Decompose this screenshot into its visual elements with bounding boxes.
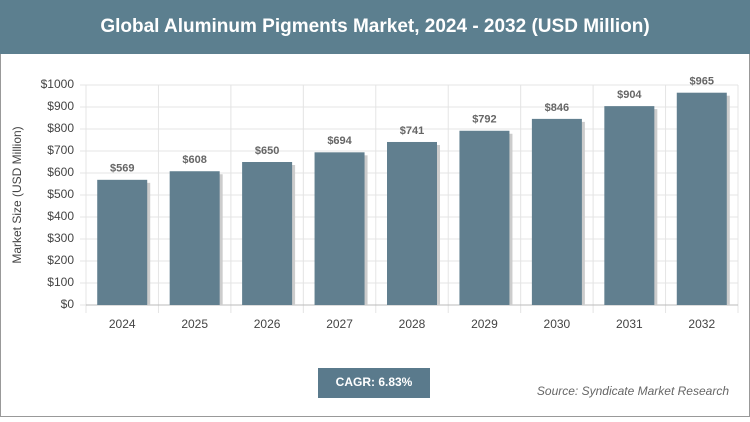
y-tick-label: $600 <box>47 165 74 179</box>
header <box>0 0 750 54</box>
bar <box>169 171 220 305</box>
data-label: $650 <box>255 145 279 157</box>
bar <box>459 130 510 305</box>
y-tick-label: $800 <box>47 121 74 135</box>
bar <box>242 162 293 305</box>
bar <box>531 118 582 305</box>
y-tick-label: $700 <box>47 143 74 157</box>
data-label: $904 <box>617 89 642 101</box>
data-label: $608 <box>182 154 206 166</box>
x-tick-label: 2026 <box>254 317 281 331</box>
bar <box>97 179 148 305</box>
data-label: $846 <box>545 102 569 114</box>
data-label: $694 <box>327 135 352 147</box>
y-tick-label: $400 <box>47 209 74 223</box>
y-tick-label: $500 <box>47 187 74 201</box>
data-label: $569 <box>110 163 134 175</box>
x-tick-label: 2024 <box>109 317 136 331</box>
data-label: $965 <box>690 76 714 88</box>
bar <box>676 92 727 305</box>
y-tick-label: $0 <box>61 297 75 311</box>
y-tick-label: $300 <box>47 231 74 245</box>
data-label: $792 <box>472 114 496 126</box>
x-tick-label: 2029 <box>471 317 498 331</box>
y-tick-label: $100 <box>47 275 74 289</box>
x-tick-label: 2030 <box>544 317 571 331</box>
y-tick-label: $900 <box>47 99 74 113</box>
bar <box>604 106 655 306</box>
x-tick-label: 2025 <box>181 317 208 331</box>
data-label: $741 <box>400 125 424 137</box>
bar <box>387 141 437 305</box>
cagr-box <box>318 368 430 398</box>
bar <box>314 152 365 305</box>
y-tick-label: $1000 <box>41 77 75 91</box>
cagr-label: CAGR: 6.83% <box>336 375 413 389</box>
y-tick-label: $200 <box>47 253 74 267</box>
x-tick-label: 2027 <box>326 317 353 331</box>
chart-title: Global Aluminum Pigments Market, 2024 - … <box>100 16 649 37</box>
x-tick-label: 2028 <box>399 317 426 331</box>
x-tick-label: 2032 <box>688 317 715 331</box>
y-axis-label: Market Size (USD Million) <box>10 126 24 263</box>
source: Source: Syndicate Market Research <box>537 384 729 398</box>
x-tick-label: 2031 <box>616 317 643 331</box>
